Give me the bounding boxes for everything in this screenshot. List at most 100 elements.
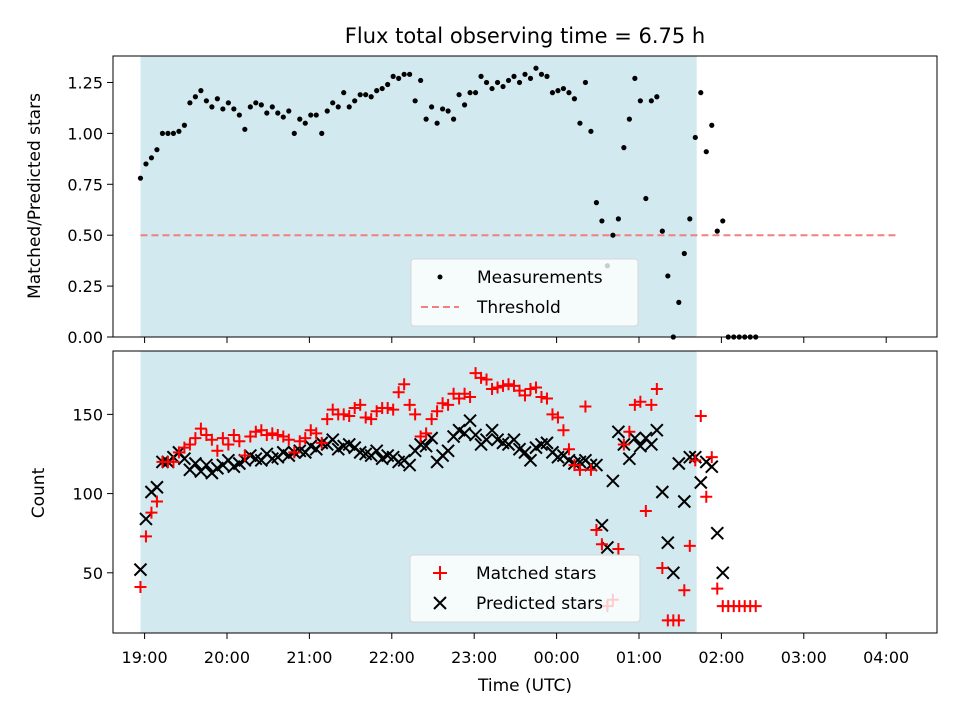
matched-stars-point — [551, 411, 564, 424]
measurement-point — [489, 85, 495, 92]
measurement-point — [643, 195, 649, 202]
matched-stars-point — [233, 435, 246, 448]
matched-stars-point — [354, 398, 367, 411]
matched-stars-point — [420, 427, 433, 440]
measurement-point — [511, 73, 517, 79]
matched-stars-point — [398, 378, 411, 391]
matched-stars-point — [436, 397, 449, 410]
matched-stars-point — [343, 409, 356, 422]
x-tick-label: 19:00 — [122, 648, 168, 667]
measurement-point — [533, 65, 539, 71]
predicted-stars-point — [133, 562, 148, 577]
matched-stars-point — [700, 490, 713, 503]
legend-predicted-marker — [433, 596, 447, 610]
matched-stars-point — [595, 538, 608, 551]
measurement-point — [143, 161, 149, 167]
measurement-point — [659, 228, 665, 234]
predicted-stars-point — [666, 566, 681, 580]
measurement-point — [654, 94, 660, 100]
measurement-point — [192, 94, 198, 100]
measurement-point — [681, 250, 687, 257]
measurement-point — [456, 92, 462, 98]
matched-stars-point — [288, 446, 301, 459]
measurement-point — [676, 299, 682, 305]
measurement-point — [588, 128, 594, 134]
measurement-point — [593, 200, 600, 206]
matched-stars-point — [480, 373, 493, 386]
measurement-point — [269, 104, 275, 110]
predicted-stars-point — [463, 414, 477, 428]
measurement-point — [566, 90, 572, 96]
measurement-point — [440, 106, 446, 112]
top-y-tick-label: 0.25 — [67, 277, 103, 296]
matched-stars-point — [167, 455, 180, 468]
predicted-stars-point — [369, 444, 384, 458]
matched-stars-point — [540, 392, 553, 405]
x-tick-label: 03:00 — [781, 648, 827, 667]
predicted-stars-point — [199, 458, 214, 472]
x-tick-label: 01:00 — [616, 648, 662, 667]
predicted-stars-point — [606, 474, 620, 488]
predicted-stars-point — [457, 426, 472, 441]
measurement-point — [527, 75, 534, 81]
matched-stars-point — [321, 413, 334, 426]
measurement-point — [253, 100, 259, 106]
measurement-point — [209, 104, 215, 110]
predicted-stars-point — [402, 458, 417, 472]
bottom-legend-box — [409, 554, 641, 623]
predicted-stars-point — [518, 445, 532, 460]
matched-stars-point — [425, 413, 438, 426]
matched-stars-point — [464, 390, 477, 403]
legend-threshold-label: Threshold — [476, 298, 561, 318]
matched-stars-point — [639, 505, 652, 518]
measurement-point — [385, 81, 391, 88]
matched-stars-point — [645, 398, 658, 411]
measurement-point — [341, 90, 347, 96]
x-tick-label: 22:00 — [369, 648, 415, 667]
matched-stars-point — [150, 495, 163, 508]
top-y-axis-label: Matched/Predicted stars — [25, 93, 45, 299]
measurement-point — [665, 273, 671, 279]
matched-stars-point — [590, 524, 603, 537]
matched-stars-point — [260, 428, 273, 441]
matched-stars-point — [249, 425, 262, 438]
predicted-stars-point — [694, 475, 708, 490]
measurement-point — [445, 108, 451, 114]
matched-stars-point — [387, 403, 400, 416]
predicted-stars-point — [441, 444, 455, 458]
matched-stars-point — [705, 451, 718, 464]
measurement-point — [187, 100, 193, 106]
legend-measurements-label: Measurements — [477, 268, 603, 288]
measurement-point — [214, 96, 220, 102]
legend-matched-marker — [433, 566, 447, 580]
x-tick-label: 02:00 — [698, 648, 744, 667]
measurement-point — [615, 216, 621, 222]
matched-stars-point — [656, 562, 669, 575]
measurement-point — [357, 92, 363, 98]
matched-stars-point — [315, 436, 328, 449]
measurement-point — [478, 73, 484, 79]
matched-stars-point — [694, 409, 707, 422]
matched-stars-point — [145, 506, 158, 519]
matched-stars-point — [519, 389, 531, 402]
measurement-point — [423, 116, 429, 122]
measurement-point — [286, 108, 292, 114]
measurement-point — [335, 104, 341, 110]
measurement-point — [709, 122, 715, 128]
measurement-point — [582, 79, 589, 86]
matched-stars-point — [409, 408, 422, 421]
x-tick-label: 04:00 — [863, 648, 909, 667]
measurement-point — [555, 88, 561, 94]
matched-stars-point — [562, 443, 575, 456]
matched-stars-point — [431, 405, 444, 418]
predicted-stars-point — [655, 485, 670, 499]
matched-stars-point — [689, 454, 702, 467]
x-axis-label: Time (UTC) — [477, 676, 572, 696]
predicted-stars-point — [540, 436, 554, 450]
predicted-stars-point — [139, 512, 153, 526]
matched-stars-point — [282, 433, 295, 446]
legend-matched-label: Matched stars — [476, 564, 596, 584]
measurement-point — [429, 104, 435, 110]
measurement-point — [137, 175, 144, 181]
